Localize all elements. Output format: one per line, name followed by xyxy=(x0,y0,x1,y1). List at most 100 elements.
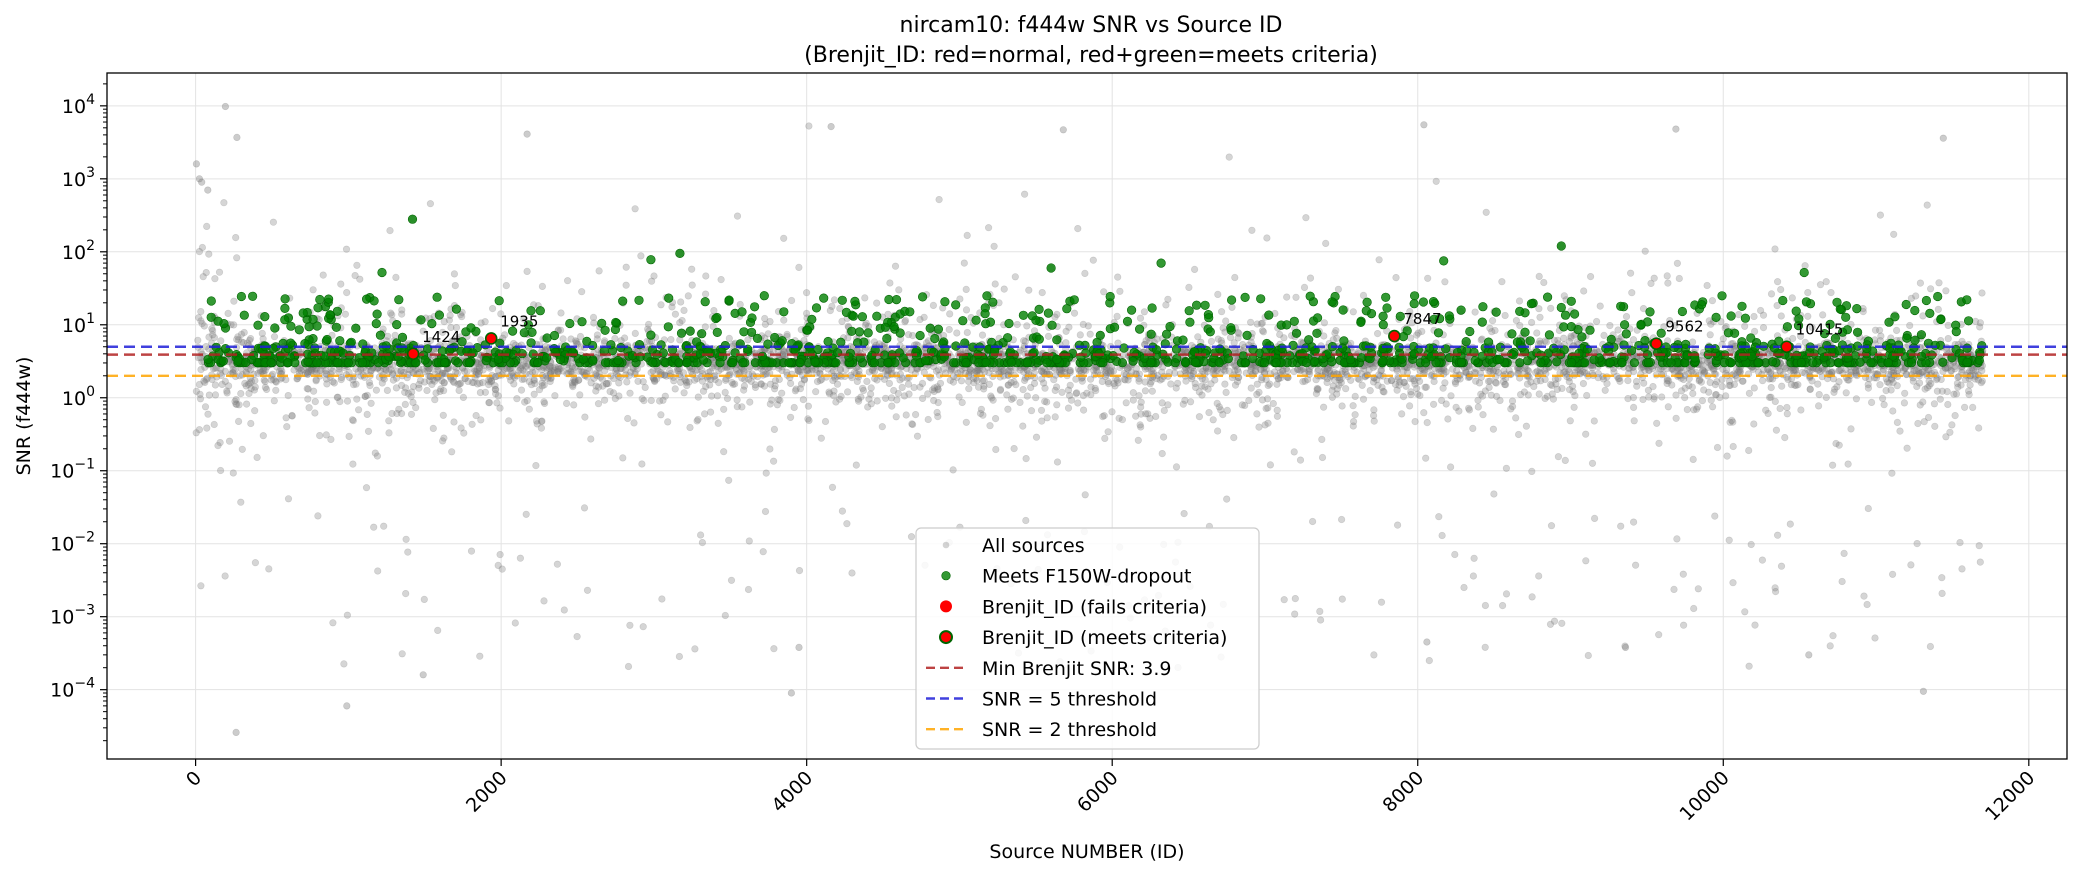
all-source-point xyxy=(649,367,657,375)
all-source-point xyxy=(691,645,699,653)
all-source-point xyxy=(349,460,357,468)
all-source-point xyxy=(1051,413,1059,421)
all-source-point xyxy=(1264,419,1272,427)
all-source-point xyxy=(1505,366,1513,375)
all-source-point xyxy=(1406,334,1415,342)
all-source-point xyxy=(1316,616,1325,624)
all-source-point xyxy=(352,380,360,388)
all-source-point xyxy=(791,387,800,395)
all-source-point xyxy=(1164,295,1172,303)
all-source-point xyxy=(888,402,896,410)
all-source-point xyxy=(1913,539,1921,548)
all-source-point xyxy=(1716,393,1724,402)
all-source-point xyxy=(1263,234,1271,242)
all-source-point xyxy=(1416,392,1424,400)
all-source-point xyxy=(1323,366,1331,374)
all-source-point xyxy=(1439,384,1447,392)
all-source-point xyxy=(985,380,994,389)
all-source-point xyxy=(1852,370,1860,379)
all-source-point xyxy=(1658,393,1666,401)
all-source-point xyxy=(1013,320,1021,329)
all-source-point xyxy=(828,483,837,491)
all-source-point xyxy=(979,411,987,419)
all-source-point xyxy=(1540,278,1548,287)
all-source-point xyxy=(532,462,540,470)
all-source-point xyxy=(904,380,913,388)
all-source-point xyxy=(387,309,395,317)
all-source-point xyxy=(1349,308,1357,316)
all-source-point xyxy=(1308,517,1317,526)
all-source-point xyxy=(1332,327,1340,335)
all-source-point xyxy=(1783,410,1791,418)
all-source-point xyxy=(1292,293,1300,301)
all-source-point xyxy=(1222,317,1230,325)
all-source-point xyxy=(1051,313,1059,321)
all-source-point xyxy=(440,434,448,442)
all-source-point xyxy=(804,402,813,410)
grid xyxy=(107,73,2067,759)
all-source-point xyxy=(1219,365,1228,374)
all-source-point xyxy=(261,383,270,392)
all-source-point xyxy=(1899,367,1908,375)
all-source-point xyxy=(1878,394,1887,403)
all-source-point xyxy=(766,400,774,408)
all-source-point xyxy=(398,306,406,314)
all-source-point xyxy=(1708,297,1716,305)
all-source-point xyxy=(1632,377,1641,386)
all-source-point xyxy=(836,365,844,373)
all-source-point xyxy=(1527,318,1536,327)
all-source-point xyxy=(316,432,324,440)
all-source-point xyxy=(426,337,435,345)
all-source-point xyxy=(863,377,871,386)
all-source-point xyxy=(786,413,795,421)
all-source-point xyxy=(1814,402,1823,410)
all-source-point xyxy=(655,397,664,405)
all-source-point xyxy=(694,415,702,424)
all-source-point xyxy=(1004,381,1013,389)
all-source-point xyxy=(1522,422,1530,430)
all-source-point xyxy=(1076,331,1084,339)
all-source-point xyxy=(269,218,278,226)
all-source-point xyxy=(936,379,945,387)
all-source-point xyxy=(1773,278,1782,286)
all-source-point xyxy=(825,390,834,398)
all-source-point xyxy=(900,392,909,400)
all-source-point xyxy=(1012,381,1020,389)
all-source-point xyxy=(594,363,602,371)
all-source-point xyxy=(1772,426,1780,434)
all-source-point xyxy=(965,385,973,393)
all-source-point xyxy=(1710,366,1718,374)
all-source-point xyxy=(1485,383,1493,392)
all-source-point xyxy=(200,377,208,385)
all-source-point xyxy=(1944,400,1952,409)
all-source-point xyxy=(1880,401,1888,409)
all-source-point xyxy=(235,401,243,409)
all-source-point xyxy=(1312,376,1320,384)
all-source-point xyxy=(329,619,337,627)
all-source-point xyxy=(1407,391,1415,399)
all-source-point xyxy=(363,410,371,419)
all-source-point xyxy=(378,379,386,387)
all-source-point xyxy=(1936,395,1944,403)
all-source-point xyxy=(1944,364,1952,372)
all-source-point xyxy=(1469,424,1477,433)
all-source-point xyxy=(511,619,519,627)
all-source-point xyxy=(402,535,410,543)
all-source-point xyxy=(1888,469,1896,477)
all-source-point xyxy=(933,408,941,417)
all-source-point xyxy=(513,395,521,403)
all-source-point xyxy=(828,302,836,311)
all-source-point xyxy=(1323,374,1331,383)
all-source-point xyxy=(802,309,811,318)
all-source-point xyxy=(1801,369,1809,377)
all-source-point xyxy=(1584,651,1592,660)
all-source-point xyxy=(1835,378,1843,386)
all-source-point xyxy=(878,423,886,431)
all-source-point xyxy=(429,424,437,433)
all-source-point xyxy=(1582,430,1590,438)
all-source-point xyxy=(833,380,842,388)
chart-title-line-2: (Brenjit_ID: red=normal, red+green=meets… xyxy=(804,43,1378,68)
all-source-point xyxy=(1207,380,1215,388)
all-source-point xyxy=(353,395,361,403)
all-source-point xyxy=(848,569,856,577)
